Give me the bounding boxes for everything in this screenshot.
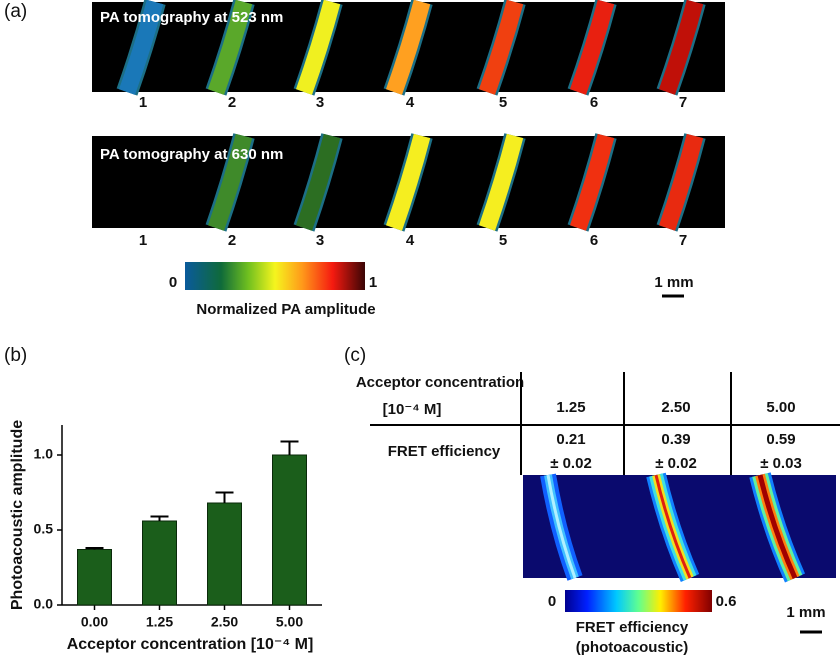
sample-label: 4 bbox=[406, 94, 415, 111]
vessel bbox=[658, 133, 704, 231]
x-tick-label: 1.25 bbox=[146, 614, 173, 630]
cell: ± 0.03 bbox=[760, 455, 802, 472]
x-tick-label: 5.00 bbox=[276, 614, 303, 630]
x-tick-label: 0.00 bbox=[81, 614, 108, 630]
error-bar bbox=[85, 547, 104, 550]
fret-band bbox=[654, 474, 692, 579]
colorbar-label: 0 bbox=[169, 274, 177, 291]
x-axis-label: Acceptor concentration [10⁻⁴ M] bbox=[67, 636, 314, 653]
y-axis-label: Photoacoustic amplitude bbox=[9, 420, 26, 610]
vessel bbox=[385, 133, 431, 231]
fret-band bbox=[546, 474, 577, 579]
y-tick-label: 1.0 bbox=[34, 446, 54, 462]
vessel bbox=[478, 133, 524, 231]
sample-label: 4 bbox=[406, 232, 415, 249]
colorbar-title: (photoacoustic) bbox=[576, 639, 689, 656]
vessel bbox=[295, 0, 341, 95]
bar bbox=[207, 502, 242, 606]
tomogram-title: PA tomography at 523 nm bbox=[100, 9, 283, 26]
colorbar-label: 0 bbox=[548, 593, 556, 610]
error-bar bbox=[215, 491, 234, 503]
colorbar-label: 0.6 bbox=[716, 593, 737, 610]
panel-label: (b) bbox=[4, 345, 27, 366]
tomogram-title: PA tomography at 630 nm bbox=[100, 146, 283, 163]
sample-label: 2 bbox=[228, 232, 236, 249]
sample-label: 3 bbox=[316, 94, 324, 111]
colorbar bbox=[565, 590, 712, 612]
colorbar-title: FRET efficiency bbox=[576, 619, 689, 636]
table-header: [10⁻⁴ M] bbox=[383, 401, 442, 418]
vessel bbox=[569, 133, 615, 231]
cell: 0.59 bbox=[766, 431, 795, 448]
bar bbox=[142, 520, 177, 606]
vessel bbox=[658, 0, 704, 95]
column-label: 5.00 bbox=[766, 399, 795, 416]
colorbar-title: Normalized PA amplitude bbox=[196, 301, 375, 318]
bar bbox=[77, 549, 112, 606]
sample-label: 3 bbox=[316, 232, 324, 249]
x-tick-label: 2.50 bbox=[211, 614, 238, 630]
vessel bbox=[118, 0, 164, 95]
sample-label: 1 bbox=[139, 94, 147, 111]
column-label: 1.25 bbox=[556, 399, 585, 416]
vessel bbox=[295, 133, 341, 231]
cell: ± 0.02 bbox=[550, 455, 592, 472]
cell: 0.21 bbox=[556, 431, 585, 448]
vessel bbox=[478, 0, 524, 95]
scale-bar-label: 1 mm bbox=[654, 274, 693, 291]
vessel bbox=[569, 0, 615, 95]
sample-label: 2 bbox=[228, 94, 236, 111]
sample-label: 5 bbox=[499, 94, 507, 111]
cell: ± 0.02 bbox=[655, 455, 697, 472]
error-bar bbox=[280, 440, 299, 455]
y-tick-label: 0.0 bbox=[34, 596, 54, 612]
colorbar bbox=[185, 262, 365, 290]
vessel bbox=[207, 0, 253, 95]
fret-band bbox=[757, 474, 798, 580]
scale-bar-label: 1 mm bbox=[786, 604, 825, 621]
table-row-label: FRET efficiency bbox=[388, 443, 501, 460]
sample-label: 6 bbox=[590, 94, 598, 111]
panel-label: (c) bbox=[344, 345, 366, 366]
sample-label: 7 bbox=[679, 94, 687, 111]
y-tick-label: 0.5 bbox=[34, 521, 54, 537]
colorbar-label: 1 bbox=[369, 274, 377, 291]
cell: 0.39 bbox=[661, 431, 690, 448]
sample-label: 7 bbox=[679, 232, 687, 249]
bar bbox=[272, 454, 307, 606]
vessel bbox=[385, 0, 431, 95]
sample-label: 1 bbox=[139, 232, 147, 249]
vessel bbox=[207, 133, 253, 231]
panel-label: (a) bbox=[4, 1, 27, 22]
sample-label: 5 bbox=[499, 232, 507, 249]
table-header: Acceptor concentration bbox=[356, 374, 524, 391]
column-label: 2.50 bbox=[661, 399, 690, 416]
sample-label: 6 bbox=[590, 232, 598, 249]
error-bar bbox=[150, 515, 169, 521]
